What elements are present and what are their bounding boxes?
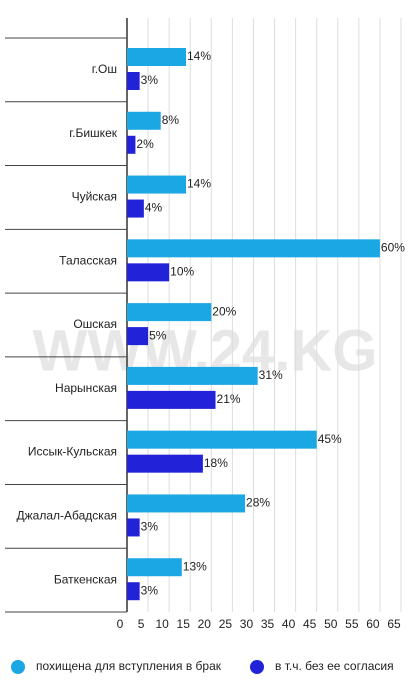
x-tick-label: 60 bbox=[366, 617, 380, 631]
bar bbox=[127, 239, 380, 258]
y-tick-label: Баткенская bbox=[54, 572, 117, 586]
data-label: 10% bbox=[170, 265, 194, 279]
data-label: 3% bbox=[141, 583, 159, 597]
x-tick-label: 20 bbox=[198, 617, 212, 631]
y-tick-label: г.Бишкек bbox=[69, 126, 118, 140]
y-tick-label: Нарынская bbox=[55, 381, 117, 395]
data-label: 20% bbox=[212, 304, 236, 318]
data-label: 8% bbox=[162, 113, 180, 127]
bar bbox=[127, 390, 216, 409]
bar bbox=[127, 494, 246, 513]
bar bbox=[127, 430, 317, 449]
y-tick-label: Таласская bbox=[59, 253, 117, 267]
x-tick-label: 45 bbox=[303, 617, 317, 631]
bar bbox=[127, 263, 170, 282]
x-tick-label: 10 bbox=[155, 617, 169, 631]
x-tick-label: 40 bbox=[282, 617, 296, 631]
bar bbox=[127, 111, 161, 130]
bar bbox=[127, 175, 187, 194]
y-tick-label: Джалал-Абадская bbox=[17, 509, 117, 523]
bar bbox=[127, 366, 258, 385]
data-label: 31% bbox=[259, 368, 283, 382]
data-label: 45% bbox=[318, 432, 342, 446]
data-label: 3% bbox=[141, 520, 159, 534]
y-tick-label: Ошская bbox=[73, 317, 117, 331]
x-tick-label: 15 bbox=[177, 617, 191, 631]
data-label: 3% bbox=[141, 73, 159, 87]
data-label: 4% bbox=[145, 201, 163, 215]
bar bbox=[127, 454, 203, 473]
x-tick-label: 0 bbox=[117, 617, 124, 631]
data-label: 14% bbox=[187, 177, 211, 191]
data-label: 13% bbox=[183, 559, 207, 573]
x-tick-label: 35 bbox=[261, 617, 275, 631]
bar bbox=[127, 135, 136, 154]
bar bbox=[127, 327, 149, 346]
x-tick-label: 5 bbox=[138, 617, 145, 631]
bar bbox=[127, 72, 140, 90]
data-label: 14% bbox=[187, 49, 211, 63]
bar bbox=[127, 518, 140, 537]
x-tick-label: 50 bbox=[324, 617, 338, 631]
data-label: 60% bbox=[381, 241, 405, 255]
legend-marker bbox=[11, 660, 25, 674]
x-tick-label: 65 bbox=[387, 617, 401, 631]
x-tick-label: 30 bbox=[240, 617, 254, 631]
data-label: 18% bbox=[204, 456, 228, 470]
data-label: 2% bbox=[136, 137, 154, 151]
x-tick-label: 25 bbox=[219, 617, 233, 631]
bar bbox=[127, 48, 187, 66]
bar bbox=[127, 582, 140, 601]
bar bbox=[127, 558, 182, 577]
y-tick-label: г.Ош bbox=[92, 62, 117, 76]
bar bbox=[127, 303, 212, 322]
data-label: 28% bbox=[246, 496, 270, 510]
data-label: 21% bbox=[217, 392, 241, 406]
y-tick-label: Иссык-Кульская bbox=[28, 445, 117, 459]
bar bbox=[127, 199, 144, 218]
legend-marker bbox=[250, 660, 264, 674]
x-tick-label: 55 bbox=[345, 617, 359, 631]
data-label: 5% bbox=[149, 328, 167, 342]
y-tick-label: Чуйская bbox=[72, 190, 117, 204]
legend-label: в т.ч. без ее согласия bbox=[275, 659, 394, 673]
legend-label: похищена для вступления в брак bbox=[36, 659, 222, 673]
